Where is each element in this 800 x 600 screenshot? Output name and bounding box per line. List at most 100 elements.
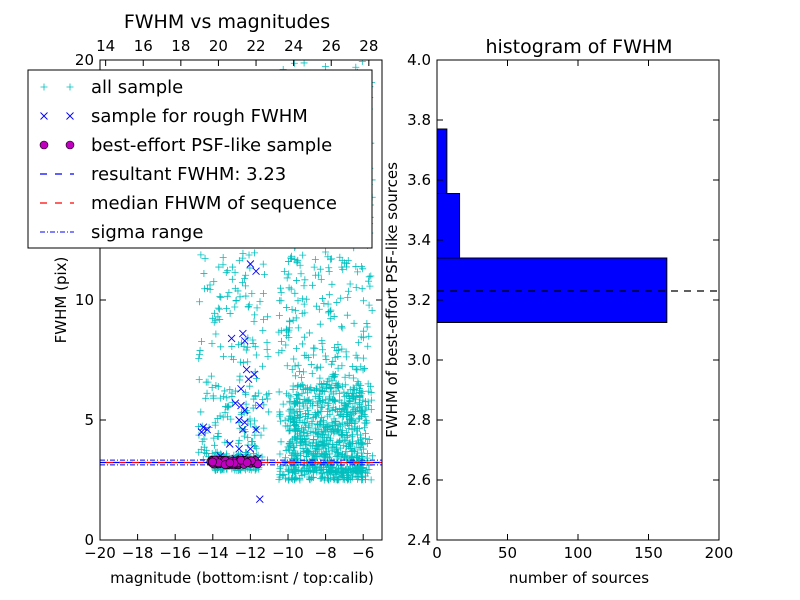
all-sample-point (308, 281, 316, 289)
all-sample-point (331, 422, 339, 430)
all-sample-point (305, 422, 313, 430)
all-sample-point (292, 399, 300, 407)
all-sample-point (358, 439, 366, 447)
all-sample-point (210, 278, 218, 286)
all-sample-point (211, 309, 219, 317)
all-sample-point (214, 304, 222, 312)
top-tick-label: 26 (322, 37, 341, 55)
all-sample-point (319, 473, 327, 481)
all-sample-point (365, 465, 373, 473)
all-sample-point (355, 425, 363, 433)
all-sample-point (330, 429, 338, 437)
top-tick-label: 18 (171, 37, 190, 55)
all-sample-point (362, 417, 370, 425)
all-sample-point (314, 394, 322, 402)
scatter-legend: all sample sample for rough FWHM best-effo… (27, 69, 373, 249)
legend-label: median FHWM of sequence (91, 193, 337, 214)
all-sample-point (196, 298, 204, 306)
all-sample-point (347, 476, 355, 484)
all-sample-point (300, 368, 308, 376)
all-sample-point (317, 275, 325, 283)
all-sample-point (250, 395, 258, 403)
all-sample-point (335, 411, 343, 419)
all-sample-point (355, 339, 363, 347)
all-sample-point (336, 411, 344, 419)
all-sample-point (286, 318, 294, 326)
all-sample-point (298, 340, 306, 348)
x-tick-label: −10 (272, 544, 304, 562)
top-tick-label: 24 (284, 37, 303, 55)
all-sample-point (289, 418, 297, 426)
all-sample-point (206, 281, 214, 289)
all-sample-point (309, 442, 317, 450)
y-tick-label: 5 (84, 411, 94, 429)
all-sample-point (281, 475, 289, 483)
all-sample-point (289, 449, 297, 457)
all-sample-point (221, 387, 229, 395)
rough-sample-point (227, 334, 236, 343)
all-sample-point (276, 410, 284, 418)
all-sample-point (307, 361, 315, 369)
all-sample-point (358, 60, 366, 65)
all-sample-point (314, 432, 322, 440)
all-sample-point (328, 447, 336, 455)
all-sample-point (354, 268, 362, 276)
all-sample-point (232, 296, 240, 304)
all-sample-point (263, 395, 271, 403)
all-sample-point (304, 354, 312, 362)
all-sample-point (200, 270, 208, 278)
all-sample-point (338, 324, 346, 332)
all-sample-point (330, 372, 338, 380)
all-sample-point (299, 444, 307, 452)
rough-sample-point (199, 423, 208, 432)
all-sample-point (342, 428, 350, 436)
all-sample-point (288, 475, 296, 483)
all-sample-point (277, 438, 285, 446)
all-sample-point (301, 418, 309, 426)
all-sample-point (202, 394, 210, 402)
all-sample-point (285, 467, 293, 475)
all-sample-point (356, 406, 364, 414)
all-sample-point (238, 339, 246, 347)
all-sample-point (288, 306, 296, 314)
all-sample-point (277, 289, 285, 297)
all-sample-point (311, 413, 319, 421)
all-sample-point (304, 447, 312, 455)
best-effort-point (208, 457, 217, 467)
all-sample-point (331, 417, 339, 425)
all-sample-point (276, 417, 284, 425)
histogram-ylabel: FWHM of best-effort PSF-like sources (383, 162, 401, 438)
all-sample-point (325, 375, 333, 383)
all-sample-point (216, 293, 224, 301)
y-tick-label: 0 (84, 531, 94, 549)
all-sample-point (217, 293, 225, 301)
y-tick-label: 3.4 (407, 231, 431, 249)
all-sample-point (309, 467, 317, 475)
all-sample-point (343, 465, 351, 473)
all-sample-point (290, 355, 298, 363)
all-sample-point (350, 393, 358, 401)
all-sample-point (344, 256, 352, 264)
all-sample-point (283, 332, 291, 340)
y-tick-label: 2.4 (407, 531, 431, 549)
all-sample-point (304, 462, 312, 470)
all-sample-point (317, 403, 325, 411)
all-sample-point (352, 472, 360, 480)
legend-item: sample for rough FWHM (40, 106, 308, 127)
all-sample-point (214, 432, 222, 440)
all-sample-point (253, 304, 261, 312)
best-effort-point (242, 458, 252, 467)
all-sample-point (332, 381, 340, 389)
all-sample-point (339, 266, 347, 274)
all-sample-point (242, 271, 250, 279)
all-sample-point (348, 411, 356, 419)
all-sample-point (343, 413, 351, 421)
all-sample-point (345, 397, 353, 405)
all-sample-point (306, 457, 314, 465)
all-sample-point (335, 390, 343, 398)
all-sample-point (249, 340, 257, 348)
all-sample-point (343, 418, 351, 426)
all-sample-point (337, 294, 345, 302)
all-sample-point (285, 445, 293, 453)
